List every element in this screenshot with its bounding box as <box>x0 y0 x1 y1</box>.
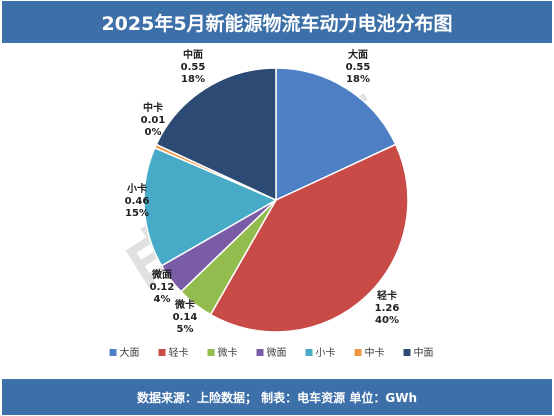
legend-label: 小卡 <box>316 346 336 359</box>
slice-labels: 大面0.5518%轻卡1.2640%微卡0.145%微面0.124%小卡0.46… <box>125 48 400 335</box>
slice-label-value: 0.12 <box>150 282 175 293</box>
legend-label: 大面 <box>120 346 140 359</box>
pie-slices <box>143 67 409 333</box>
slice-label-name: 轻卡 <box>377 289 397 302</box>
legend-swatch <box>256 349 264 356</box>
slice-label-value: 1.26 <box>375 303 400 314</box>
slice-label-name: 中面 <box>183 48 203 61</box>
slice-label-name: 小卡 <box>126 182 147 195</box>
pie-slice <box>155 67 277 202</box>
legend-label: 中面 <box>414 346 434 359</box>
legend-label: 微面 <box>267 346 287 359</box>
slice-label-value: 0.14 <box>173 312 198 323</box>
legend-label: 轻卡 <box>169 346 189 359</box>
source-footer: 数据来源：上险数据； 制表：电车资源 单位：GWh <box>2 379 552 415</box>
slice-label-value: 0.55 <box>346 62 371 73</box>
slice-label-value: 0.46 <box>125 196 150 207</box>
slice-label-percent: 4% <box>154 294 171 305</box>
slice-label-name: 中卡 <box>143 101 163 114</box>
chart-title: 2025年5月新能源物流车动力电池分布图 <box>2 1 552 43</box>
legend-swatch <box>305 349 313 356</box>
legend-swatch <box>109 349 117 356</box>
pie-slice <box>275 67 397 202</box>
slice-label-name: 微面 <box>151 268 172 281</box>
pie-slice <box>143 146 278 267</box>
legend-swatch <box>158 349 166 356</box>
slice-label-percent: 15% <box>125 208 149 219</box>
legend-label: 中卡 <box>365 346 385 359</box>
pie-slice <box>209 143 409 333</box>
slice-label-percent: 0% <box>145 127 162 138</box>
legend-label: 微卡 <box>218 346 238 359</box>
legend: 大面 轻卡 微卡 微面 小卡 中卡 中面 <box>109 346 434 359</box>
legend-swatch <box>403 349 411 356</box>
slice-label-percent: 18% <box>181 74 205 85</box>
slice-label-name: 大面 <box>348 48 368 61</box>
slice-label-value: 0.01 <box>141 115 166 126</box>
slice-label-value: 0.55 <box>181 62 206 73</box>
legend-swatch <box>354 349 362 356</box>
legend-swatch <box>207 349 215 356</box>
slice-label-percent: 5% <box>177 324 194 335</box>
slice-label-name: 微卡 <box>174 298 195 311</box>
slice-label-percent: 18% <box>346 74 370 85</box>
slice-label-percent: 40% <box>375 315 399 326</box>
